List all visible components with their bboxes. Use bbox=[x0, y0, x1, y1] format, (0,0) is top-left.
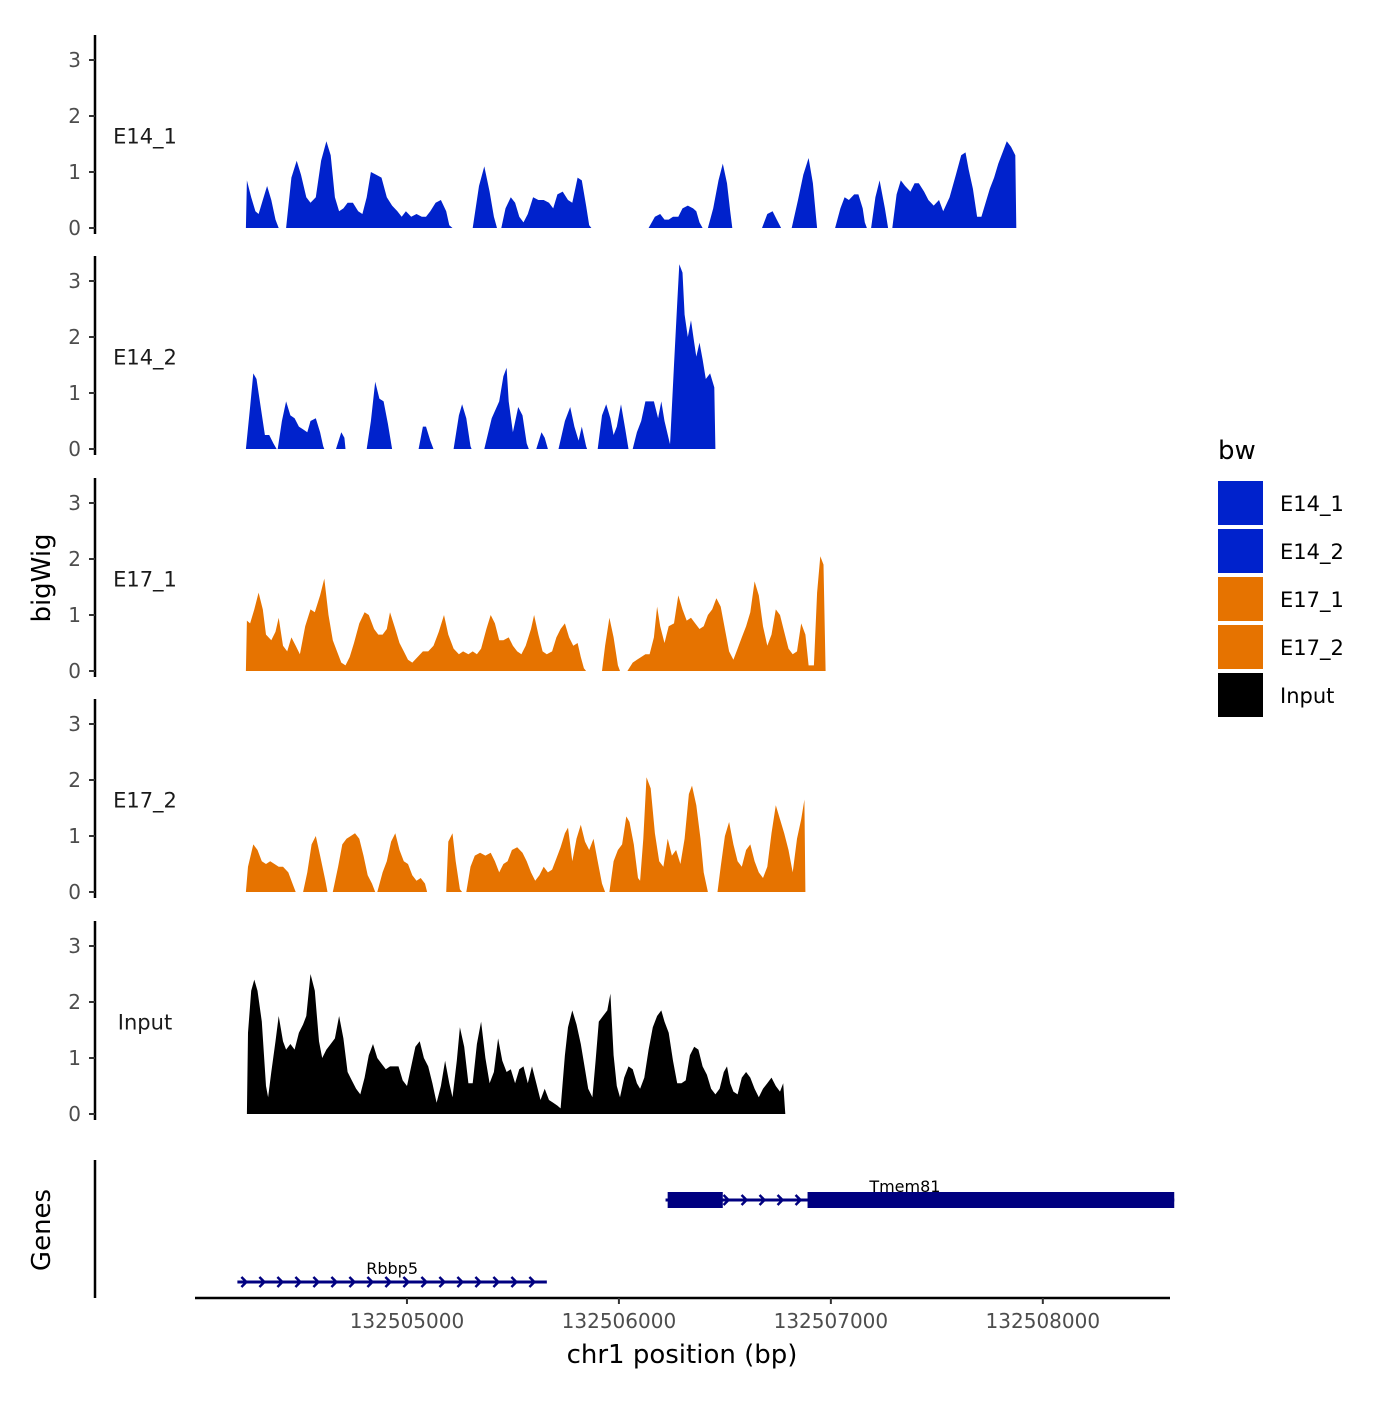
y-tick-label: 1 bbox=[68, 381, 81, 405]
legend-title: bw bbox=[1218, 436, 1256, 466]
strand-arrow bbox=[312, 1276, 321, 1288]
coverage-area-Input bbox=[246, 974, 786, 1114]
y-tick-label: 3 bbox=[68, 491, 81, 515]
strand-arrow bbox=[348, 1276, 357, 1288]
strand-arrow bbox=[758, 1194, 767, 1206]
y-tick-label: 0 bbox=[68, 880, 81, 904]
legend-swatch-E17_1 bbox=[1218, 577, 1263, 621]
exon bbox=[667, 1192, 723, 1208]
strand-arrow bbox=[330, 1276, 339, 1288]
legend-swatch-Input bbox=[1218, 673, 1263, 717]
strand-arrow bbox=[722, 1194, 731, 1206]
track-E14_1: 0 1 2 3 E14_1 bbox=[68, 35, 1017, 240]
legend-label-E14_1: E14_1 bbox=[1280, 492, 1344, 517]
x-tick-label: 132506000 bbox=[562, 1309, 677, 1333]
y-axis-title: bigWig bbox=[27, 533, 57, 622]
y-tick-label: 3 bbox=[68, 934, 81, 958]
strand-arrow bbox=[438, 1276, 447, 1288]
strand-arrow bbox=[510, 1276, 519, 1288]
y-tick-label: 1 bbox=[68, 1046, 81, 1070]
y-tick-label: 1 bbox=[68, 603, 81, 627]
y-tick-label: 2 bbox=[68, 990, 81, 1014]
x-tick-label: 132505000 bbox=[350, 1309, 465, 1333]
genes-axis-title: Genes bbox=[27, 1189, 57, 1271]
strand-arrow bbox=[420, 1276, 429, 1288]
track-E14_2: 0 1 2 3 E14_2 bbox=[68, 256, 716, 461]
strand-arrow bbox=[474, 1276, 483, 1288]
y-tick-label: 0 bbox=[68, 659, 81, 683]
legend-swatch-E17_2 bbox=[1218, 625, 1263, 669]
strand-arrow bbox=[276, 1276, 285, 1288]
x-axis-title: chr1 position (bp) bbox=[567, 1340, 798, 1370]
legend-label-E17_2: E17_2 bbox=[1280, 636, 1344, 661]
coverage-area-E17_1 bbox=[245, 556, 826, 671]
x-tick-label: 132507000 bbox=[774, 1309, 889, 1333]
exon bbox=[807, 1192, 1175, 1208]
x-axis: 132505000 132506000 132507000 132508000 bbox=[195, 1296, 1170, 1333]
y-tick-label: 0 bbox=[68, 437, 81, 461]
legend-label-Input: Input bbox=[1280, 684, 1334, 708]
genes-track: Rbbp5 Tmem81 bbox=[93, 1160, 1175, 1298]
legend: bw E14_1 E14_2 E17_1 E17_2 Input bbox=[1218, 436, 1344, 717]
y-tick-label: 0 bbox=[68, 1102, 81, 1126]
legend-label-E14_2: E14_2 bbox=[1280, 540, 1344, 565]
y-tick-label: 3 bbox=[68, 269, 81, 293]
legend-swatch-E14_2 bbox=[1218, 529, 1263, 573]
strand-arrow bbox=[492, 1276, 501, 1288]
y-tick-label: 2 bbox=[68, 325, 81, 349]
coverage-area-E14_2 bbox=[245, 264, 716, 449]
strand-arrow bbox=[294, 1276, 303, 1288]
track-E17_1: 0 1 2 3 E17_1 bbox=[68, 478, 826, 683]
coverage-area-E17_2 bbox=[245, 777, 806, 892]
y-tick-label: 1 bbox=[68, 824, 81, 848]
gene-label: Tmem81 bbox=[868, 1177, 940, 1196]
strand-arrow bbox=[366, 1276, 375, 1288]
y-tick-label: 2 bbox=[68, 104, 81, 128]
strand-arrow bbox=[794, 1194, 803, 1206]
track-label-E17_2: E17_2 bbox=[113, 789, 177, 814]
strand-arrow bbox=[740, 1194, 749, 1206]
track-label-E14_2: E14_2 bbox=[113, 346, 177, 371]
y-tick-label: 1 bbox=[68, 160, 81, 184]
track-E17_2: 0 1 2 3 E17_2 bbox=[68, 699, 806, 904]
tracks-layer: 0 1 2 3 E14_1 0 1 2 3 E14_2 0 1 2 3 E17_1 0 1 2 3 E17_2 0 1 2 3… bbox=[68, 35, 1017, 1126]
track-label-E17_1: E17_1 bbox=[113, 568, 177, 593]
strand-arrow bbox=[776, 1194, 785, 1206]
strand-arrow bbox=[384, 1276, 393, 1288]
gene-Rbbp5: Rbbp5 bbox=[237, 1259, 547, 1288]
track-label-Input: Input bbox=[118, 1011, 172, 1035]
y-tick-label: 3 bbox=[68, 48, 81, 72]
legend-label-E17_1: E17_1 bbox=[1280, 588, 1344, 613]
y-tick-label: 0 bbox=[68, 216, 81, 240]
strand-arrow bbox=[402, 1276, 411, 1288]
strand-arrow bbox=[528, 1276, 537, 1288]
legend-swatch-E14_1 bbox=[1218, 481, 1263, 525]
x-tick-label: 132508000 bbox=[986, 1309, 1101, 1333]
track-Input: 0 1 2 3 Input bbox=[68, 921, 786, 1126]
coverage-area-E14_1 bbox=[245, 141, 1017, 228]
gene-Tmem81: Tmem81 bbox=[665, 1177, 1175, 1208]
strand-arrow bbox=[258, 1276, 267, 1288]
gene-label: Rbbp5 bbox=[366, 1259, 418, 1278]
strand-arrow bbox=[456, 1276, 465, 1288]
y-tick-label: 2 bbox=[68, 547, 81, 571]
y-tick-label: 2 bbox=[68, 768, 81, 792]
y-tick-label: 3 bbox=[68, 712, 81, 736]
track-label-E14_1: E14_1 bbox=[113, 125, 177, 150]
strand-arrow bbox=[240, 1276, 249, 1288]
